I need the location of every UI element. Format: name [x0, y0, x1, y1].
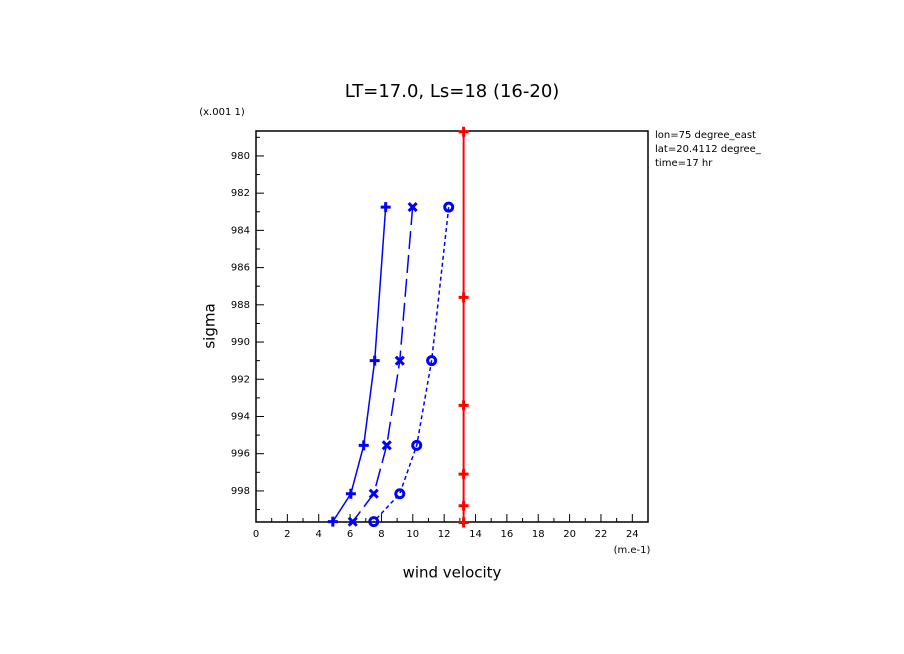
- y-axis-label: sigma: [201, 303, 219, 348]
- point: [411, 439, 423, 451]
- point: [394, 355, 405, 366]
- point: [407, 202, 418, 213]
- y-tick-label: 988: [231, 300, 250, 311]
- point: [345, 488, 356, 499]
- x-tick-label: 6: [347, 529, 353, 540]
- annotation: lat=20.4112 degree_: [655, 144, 762, 155]
- point: [368, 516, 380, 528]
- point: [381, 440, 392, 451]
- x-tick-label: 4: [316, 529, 322, 540]
- y-tick-label: 980: [231, 151, 250, 162]
- y-tick-label: 986: [231, 263, 250, 274]
- y-tick-label: 982: [231, 188, 250, 199]
- x-unit: (m.e-1): [614, 545, 651, 556]
- point: [458, 126, 469, 137]
- x-tick-label: 20: [563, 529, 576, 540]
- chart-title: LT=17.0, Ls=18 (16-20): [345, 81, 560, 102]
- point: [368, 488, 379, 499]
- point: [458, 400, 469, 411]
- annotation: time=17 hr: [655, 158, 713, 169]
- point: [394, 488, 406, 500]
- point: [380, 202, 391, 213]
- point: [358, 440, 369, 451]
- plot-frame: [255, 130, 649, 523]
- x-tick-label: 16: [501, 529, 514, 540]
- x-tick-label: 10: [406, 529, 419, 540]
- x-tick-label: 14: [469, 529, 482, 540]
- x-tick-label: 22: [595, 529, 608, 540]
- series-line: [373, 207, 450, 523]
- x-tick-label: 2: [284, 529, 290, 540]
- y-tick-label: 990: [231, 337, 250, 348]
- point: [426, 355, 438, 367]
- annotation: lon=75 degree_east: [655, 130, 756, 141]
- y-tick-label: 984: [231, 225, 250, 236]
- y-tick-label: 996: [231, 449, 250, 460]
- point: [327, 516, 338, 527]
- point: [458, 469, 469, 480]
- point: [443, 201, 455, 213]
- series-line: [352, 207, 414, 523]
- x-tick-label: 0: [253, 529, 259, 540]
- y-tick-label: 994: [231, 411, 250, 422]
- point: [458, 517, 469, 528]
- y-unit: (x.001 1): [199, 107, 245, 118]
- point: [458, 500, 469, 511]
- x-tick-label: 12: [438, 529, 451, 540]
- x-tick-label: 24: [626, 529, 639, 540]
- point: [347, 516, 358, 527]
- x-axis-label: wind velocity: [403, 564, 502, 582]
- x-tick-label: 8: [378, 529, 384, 540]
- y-tick-label: 992: [231, 374, 250, 385]
- x-tick-label: 18: [532, 529, 545, 540]
- y-tick-label: 998: [231, 486, 250, 497]
- point: [458, 292, 469, 303]
- series-line: [332, 207, 387, 523]
- point: [369, 355, 380, 366]
